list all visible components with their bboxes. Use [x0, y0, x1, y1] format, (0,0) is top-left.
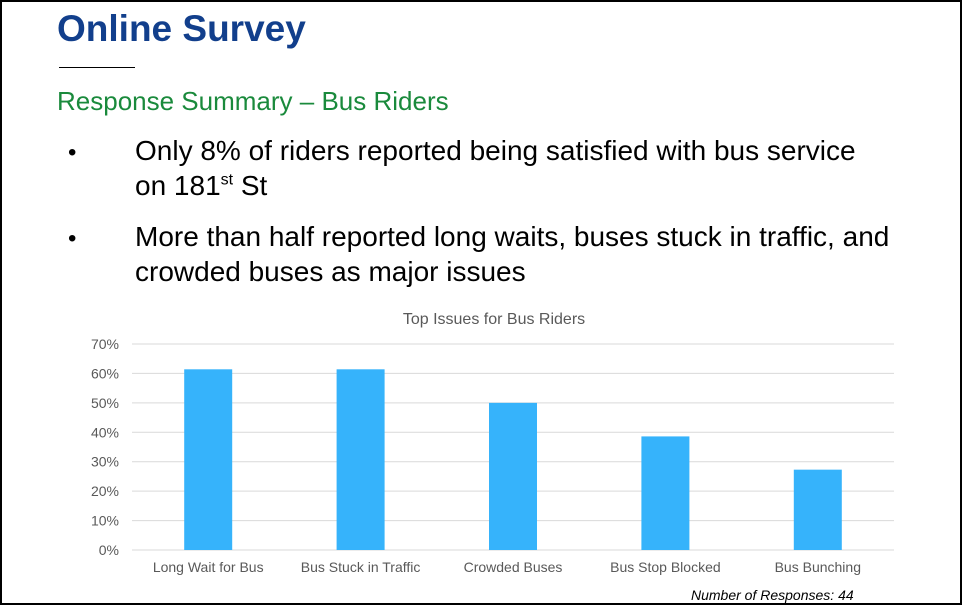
bullet-line: on 181st St — [135, 168, 945, 203]
slide-title: Online Survey — [57, 8, 306, 49]
y-tick-label: 0% — [99, 542, 119, 558]
bullet-text: More than half reported long waits, buse… — [135, 219, 945, 289]
bullet-text-part: on 181 — [135, 170, 221, 201]
x-tick-label: Bus Bunching — [775, 559, 861, 575]
y-tick-label: 40% — [91, 424, 119, 440]
x-axis-labels: Long Wait for Bus Bus Stuck in Traffic Cro… — [153, 559, 861, 575]
bullet-line: More than half reported long waits, buse… — [135, 221, 890, 252]
y-tick-label: 10% — [91, 513, 119, 529]
bar — [641, 436, 690, 550]
bullet-dot: • — [68, 225, 77, 252]
bar — [184, 369, 233, 550]
x-tick-label: Bus Stop Blocked — [610, 559, 721, 575]
title-underline — [59, 67, 135, 68]
y-tick-label: 30% — [91, 454, 119, 470]
y-tick-label: 60% — [91, 365, 119, 381]
bullet-line: Only 8% of riders reported being satisfi… — [135, 135, 856, 166]
bullet-dot: • — [68, 139, 77, 166]
y-tick-label: 70% — [91, 336, 119, 352]
chart-bars — [184, 369, 842, 550]
response-count-note: Number of Responses: 44 — [691, 587, 854, 603]
bar — [336, 369, 385, 550]
x-tick-label: Bus Stuck in Traffic — [301, 559, 421, 575]
bar — [793, 469, 842, 550]
bullet-text: Only 8% of riders reported being satisfi… — [135, 133, 945, 203]
bar — [489, 402, 537, 550]
x-tick-label: Long Wait for Bus — [153, 559, 264, 575]
x-tick-label: Crowded Buses — [464, 559, 563, 575]
y-tick-label: 50% — [91, 395, 119, 411]
slide-subtitle: Response Summary – Bus Riders — [57, 86, 449, 116]
chart-title: Top Issues for Bus Riders — [403, 311, 585, 328]
bullet-text-part: St — [233, 170, 268, 201]
ordinal-suffix: st — [220, 171, 234, 189]
bullet-line: crowded buses as major issues — [135, 256, 526, 287]
y-tick-label: 20% — [91, 483, 119, 499]
y-axis-ticks: 0% 10% 20% 30% 40% 50% 60% 70% — [91, 336, 119, 558]
